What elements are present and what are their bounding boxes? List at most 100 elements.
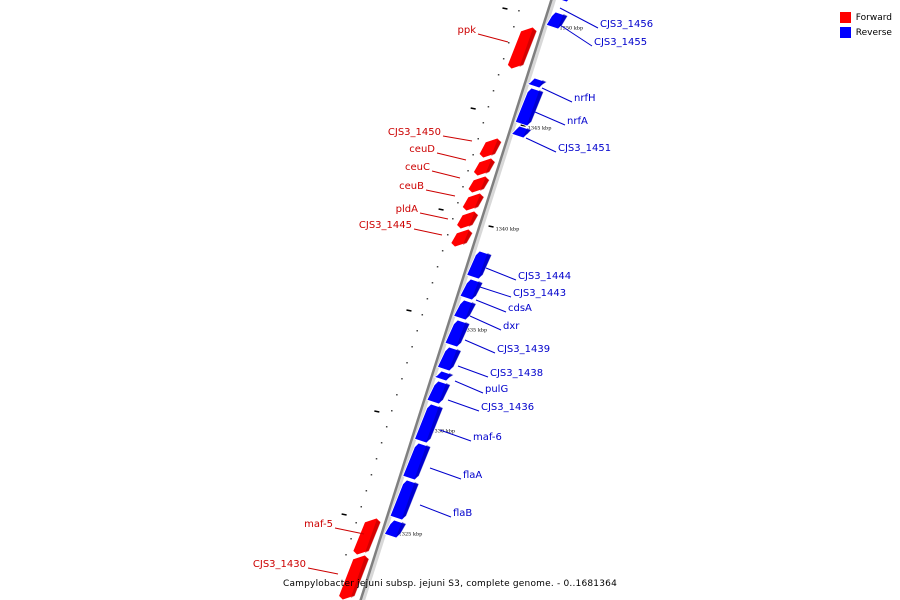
gene-leader-line — [475, 299, 507, 313]
gene-label[interactable]: CJS3_1456 — [600, 19, 653, 30]
major-tick — [502, 7, 508, 10]
minor-tick — [416, 330, 418, 332]
gene-shade — [485, 160, 496, 174]
tick-label: 1345 kbp — [528, 126, 552, 132]
gene-label[interactable]: dxr — [503, 321, 520, 332]
gene-shade — [462, 231, 473, 245]
minor-tick — [426, 298, 429, 300]
gene-label[interactable]: CJS3_1439 — [497, 344, 550, 355]
gene-shade — [523, 128, 532, 136]
minor-tick — [477, 138, 479, 140]
minor-tick — [411, 346, 413, 348]
gene-label[interactable]: CJS3_1451 — [558, 143, 611, 154]
gene-leader-line — [425, 189, 456, 197]
gene-leader-line — [431, 170, 461, 179]
gene-leader-line — [413, 228, 443, 236]
minor-tick — [508, 42, 510, 44]
minor-tick-marks — [345, 10, 520, 556]
gene-shade — [480, 178, 490, 191]
minor-tick — [421, 314, 424, 316]
legend-reverse: Reverse — [839, 25, 892, 40]
minor-tick — [467, 170, 469, 172]
gene-labels: CJS3_1456 CJS3_1455 ppk nrfH nrfA CJS3_1451 CJ… — [253, 7, 653, 575]
minor-tick — [482, 122, 485, 124]
legend-reverse-label: Reverse — [855, 27, 892, 38]
gene-track — [338, 0, 575, 600]
minor-tick — [385, 426, 388, 428]
gene-label[interactable]: ceuD — [409, 144, 435, 155]
gene-leader-line — [485, 267, 517, 281]
minor-tick — [370, 474, 373, 476]
minor-tick — [375, 458, 378, 460]
gene-leader-line — [541, 87, 573, 103]
major-tick — [520, 124, 526, 127]
gene-label[interactable]: nrfH — [574, 93, 596, 104]
minor-tick — [513, 26, 515, 28]
gene-shade — [446, 373, 454, 379]
minor-tick — [431, 282, 434, 284]
minor-tick — [441, 250, 444, 252]
gene-shade — [402, 482, 419, 518]
gene-shade — [472, 281, 483, 298]
gene-label[interactable]: ceuC — [405, 162, 430, 173]
legend: Forward Reverse — [839, 10, 892, 40]
gene-label[interactable]: CJS3_1455 — [594, 37, 647, 48]
gene-shade — [468, 213, 479, 227]
gene-shade — [457, 322, 470, 345]
minor-tick — [487, 106, 490, 108]
gene-label[interactable]: flaB — [453, 508, 472, 519]
gene-leader-line — [469, 315, 502, 331]
minor-tick — [350, 538, 352, 540]
legend-forward-label: Forward — [855, 12, 892, 23]
gene-cjs3-1456[interactable] — [555, 0, 575, 3]
gene-leader-line — [454, 380, 484, 394]
major-tick — [374, 410, 380, 413]
minor-tick — [518, 10, 520, 12]
gene-label[interactable]: CJS3_1438 — [490, 368, 543, 379]
gene-label[interactable]: maf-6 — [473, 432, 502, 443]
gene-label[interactable]: maf-5 — [304, 519, 333, 530]
gene-label[interactable]: CJS3_1436 — [481, 402, 534, 413]
gene-label[interactable]: ceuB — [399, 181, 424, 192]
gene-leader-line — [479, 286, 512, 298]
major-tick — [438, 208, 444, 211]
gene-label[interactable]: CJS3_1444 — [518, 271, 571, 282]
minor-tick — [406, 362, 408, 364]
gene-shade — [478, 253, 492, 277]
tick-label: 1325 kbp — [399, 532, 423, 538]
gene-label[interactable]: nrfA — [567, 116, 588, 127]
gene-label[interactable]: cdsA — [508, 303, 532, 314]
tick-label: 1335 kbp — [463, 328, 487, 334]
gene-leader-line — [477, 33, 509, 43]
gene-label[interactable]: pulG — [485, 384, 508, 395]
gene-leader-line — [334, 527, 365, 535]
gene-label[interactable]: pldA — [396, 204, 418, 215]
minor-tick — [436, 266, 439, 268]
legend-forward-swatch — [839, 12, 851, 23]
gene-leader-line — [429, 467, 462, 480]
minor-tick — [462, 186, 464, 188]
gene-shade — [396, 522, 407, 536]
backbone-shadow — [360, 0, 556, 600]
minor-tick — [355, 522, 357, 524]
gene-shade — [465, 302, 476, 318]
minor-tick — [452, 218, 454, 220]
gene-label[interactable]: CJS3_1443 — [513, 288, 566, 299]
gene-label[interactable]: ppk — [458, 25, 477, 36]
tick-label: 1340 kbp — [496, 227, 520, 233]
minor-tick — [502, 58, 505, 60]
minor-tick — [360, 506, 363, 508]
gene-label[interactable]: flaA — [463, 470, 482, 481]
gene-label[interactable]: CJS3_1430 — [253, 559, 306, 570]
gene-leader-line — [419, 504, 452, 518]
gene-label[interactable]: CJS3_1450 — [388, 127, 441, 138]
minor-tick — [380, 442, 383, 444]
gene-leader-line — [419, 212, 449, 220]
minor-tick — [492, 90, 495, 92]
gene-label[interactable]: CJS3_1445 — [359, 220, 412, 231]
minor-tick — [446, 234, 449, 236]
minor-tick — [497, 74, 500, 76]
gene-leader-line — [464, 339, 496, 354]
legend-forward: Forward — [839, 10, 892, 25]
tick-label: 1350 kbp — [559, 26, 583, 32]
